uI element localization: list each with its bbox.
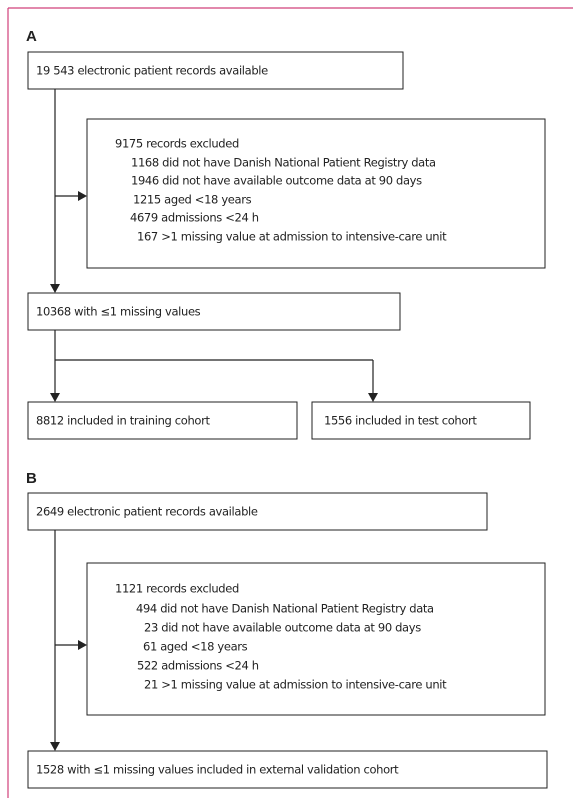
split-box xyxy=(27,401,298,440)
split-box xyxy=(311,401,531,440)
excluded-box xyxy=(86,562,546,716)
arrowhead xyxy=(78,640,87,650)
start-box xyxy=(27,492,488,531)
excluded-item: 23 did not have available outcome data a… xyxy=(144,621,421,635)
excluded-item: 522 admissions <24 h xyxy=(137,659,259,673)
retained-text: 1528 with ≤1 missing values included in … xyxy=(36,763,399,777)
start-box xyxy=(27,51,404,90)
arrowhead xyxy=(50,742,60,751)
excluded-item: 494 did not have Danish National Patient… xyxy=(136,602,434,616)
excluded-title: 9175 records excluded xyxy=(115,137,239,151)
arrowhead xyxy=(50,284,60,293)
retained-box xyxy=(27,292,401,331)
retained-text: 10368 with ≤1 missing values xyxy=(36,305,201,319)
excluded-box xyxy=(86,118,546,269)
excluded-item: 61 aged <18 years xyxy=(143,640,248,654)
split-text: 8812 included in training cohort xyxy=(36,414,210,428)
excluded-item: 1946 did not have available outcome data… xyxy=(131,174,422,188)
excluded-item: 4679 admissions <24 h xyxy=(130,211,259,225)
excluded-item: 21 >1 missing value at admission to inte… xyxy=(144,678,447,692)
start-text: 19 543 electronic patient records availa… xyxy=(36,64,268,78)
panel-label: B xyxy=(26,470,37,487)
panel-label: A xyxy=(26,28,37,45)
start-text: 2649 electronic patient records availabl… xyxy=(36,505,258,519)
arrowhead xyxy=(368,393,378,402)
split-text: 1556 included in test cohort xyxy=(324,414,477,428)
excluded-item: 1168 did not have Danish National Patien… xyxy=(131,156,436,170)
arrowhead xyxy=(78,191,87,201)
retained-box xyxy=(27,750,548,789)
arrowhead xyxy=(50,393,60,402)
excluded-item: 167 >1 missing value at admission to int… xyxy=(137,230,447,244)
excluded-item: 1215 aged <18 years xyxy=(133,193,252,207)
excluded-title: 1121 records excluded xyxy=(115,582,239,596)
